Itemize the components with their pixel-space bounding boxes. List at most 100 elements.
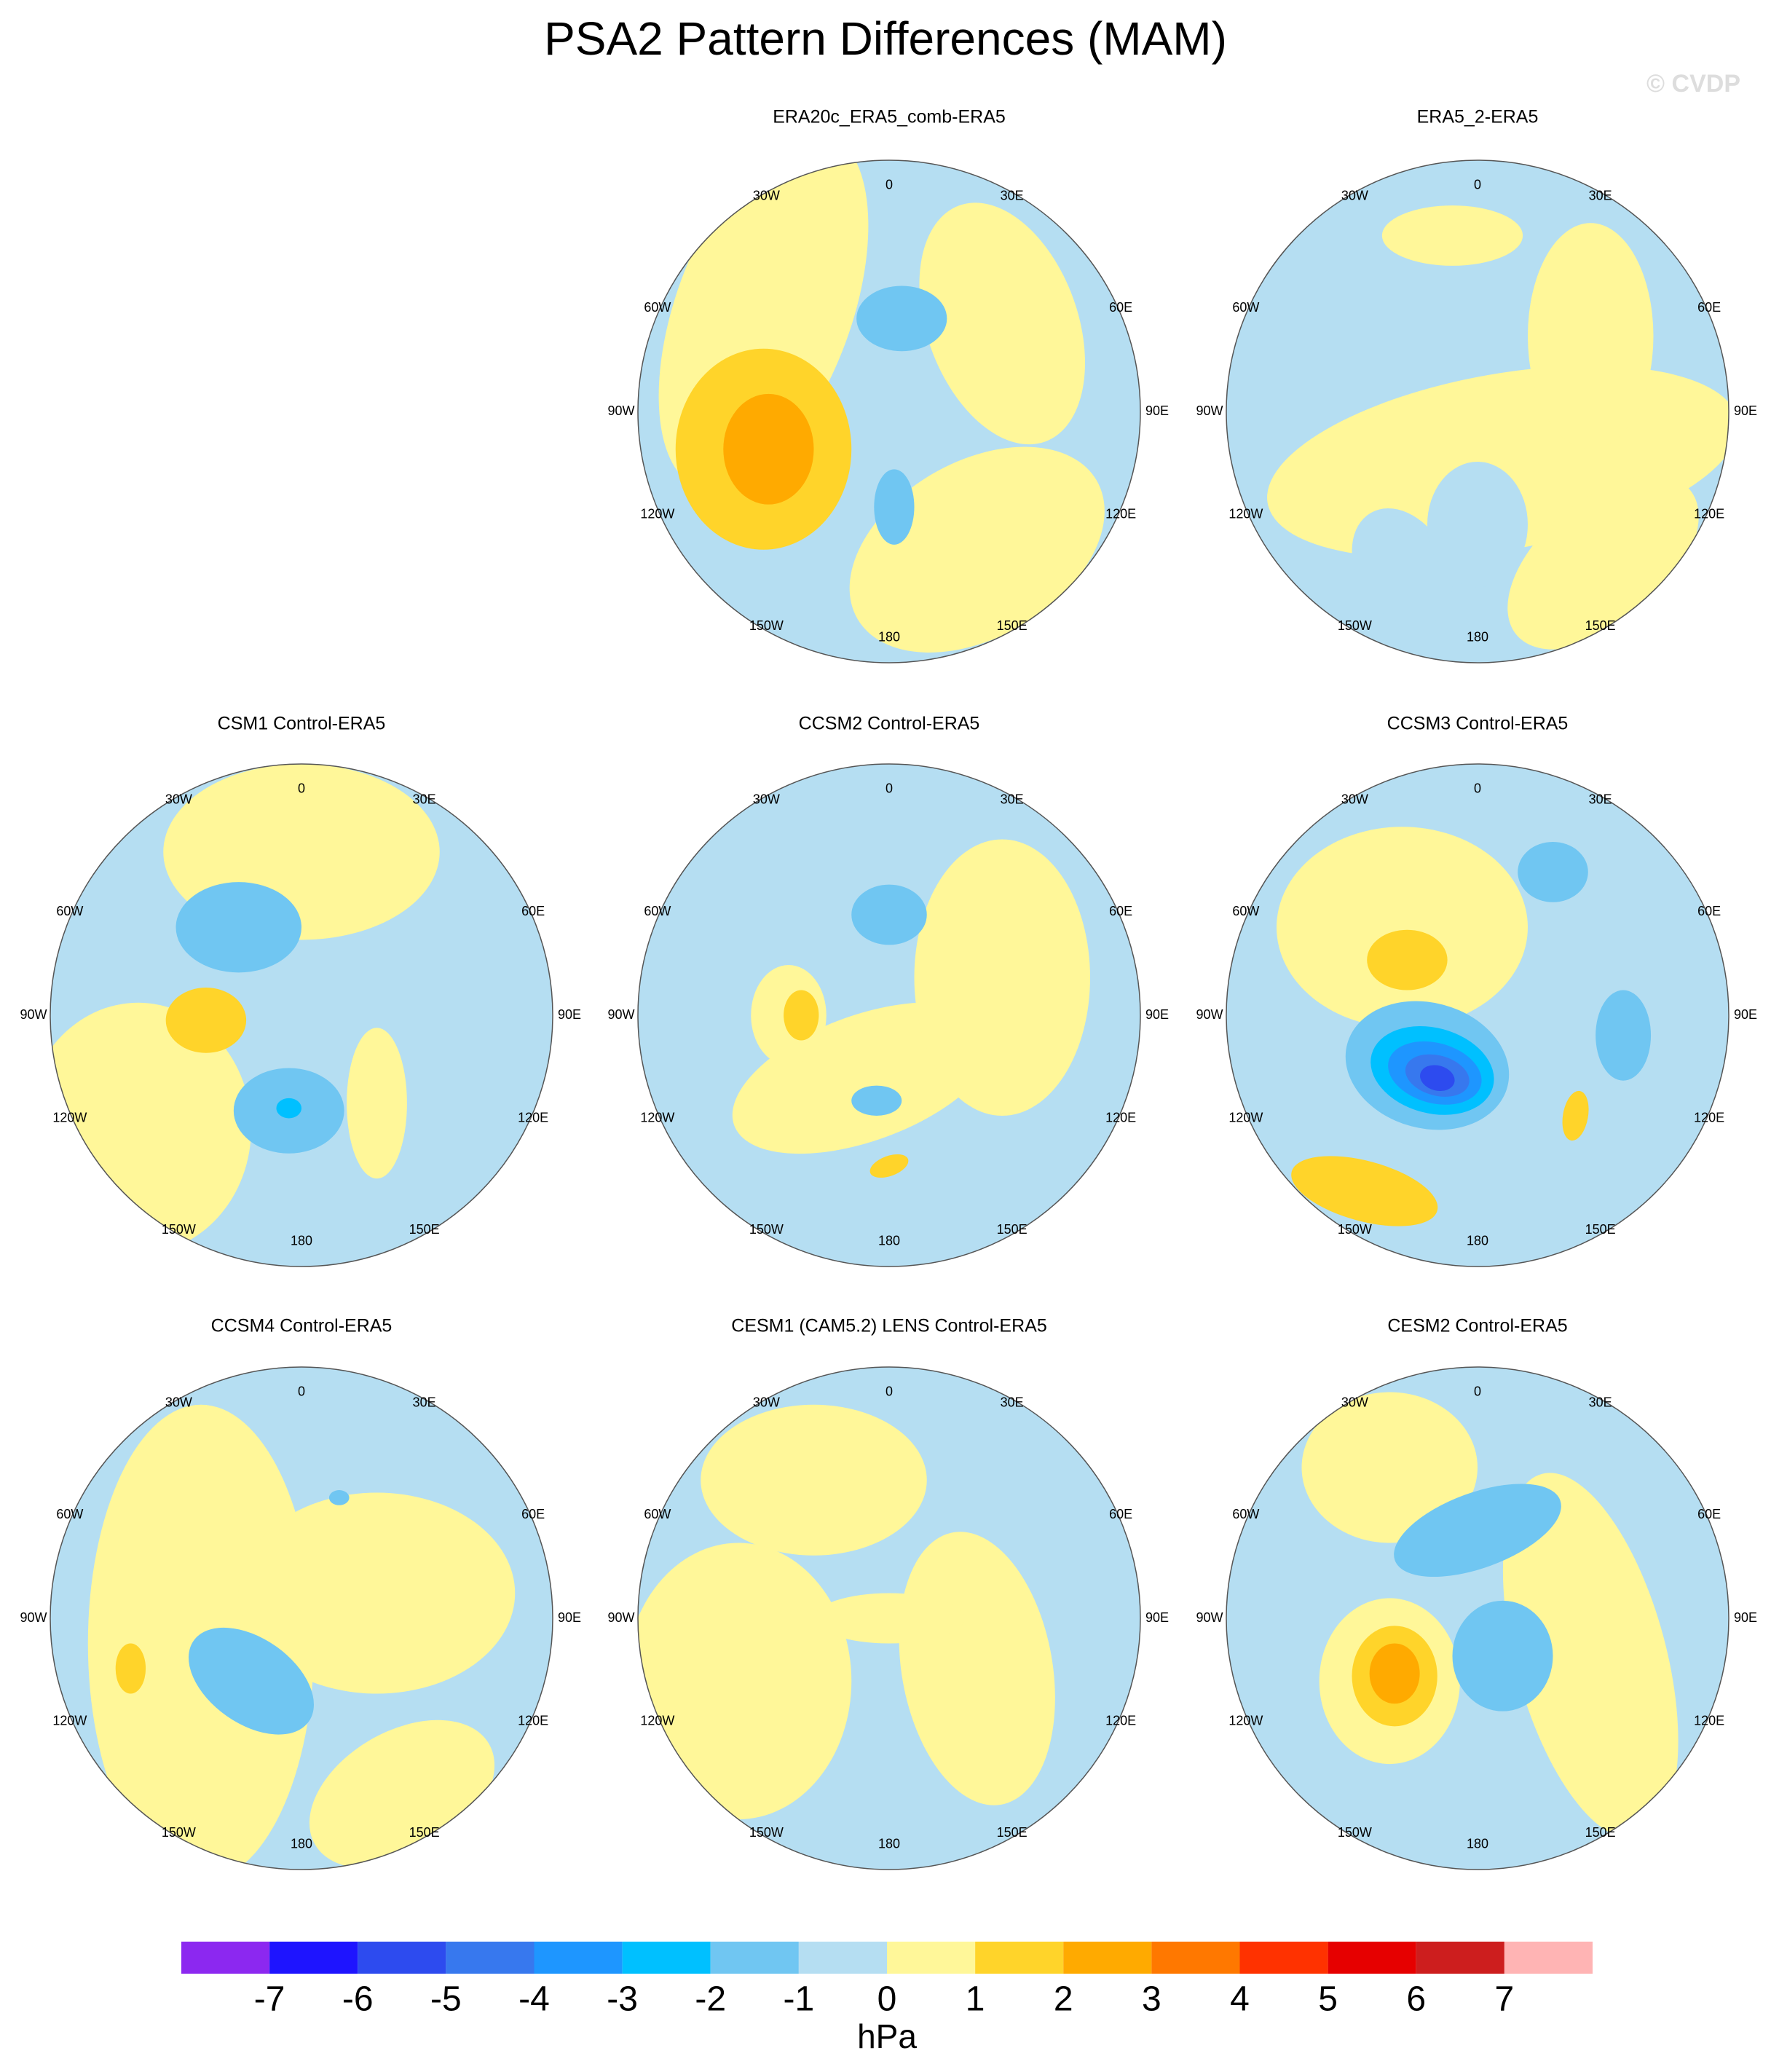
longitude-label: 120W (1228, 1111, 1263, 1125)
contour-region (347, 1028, 407, 1179)
colorbar-box (1416, 1942, 1504, 1974)
panel-title: CSM1 Control-ERA5 (218, 714, 386, 734)
map-shading (50, 1367, 553, 1870)
longitude-label: 60W (644, 300, 671, 315)
longitude-label: 0 (1474, 1384, 1481, 1398)
panel-title: CCSM3 Control-ERA5 (1387, 714, 1569, 734)
contour-region (1367, 929, 1448, 990)
colorbar-box (887, 1942, 976, 1974)
contour-region (276, 1098, 301, 1119)
longitude-label: 60W (56, 1507, 83, 1521)
longitude-label: 60E (1697, 904, 1721, 918)
longitude-label: 90W (1196, 1610, 1223, 1625)
longitude-label: 120E (1694, 1714, 1724, 1728)
colorbar-box (975, 1942, 1064, 1974)
contour-region (856, 285, 947, 352)
longitude-label: 30W (1341, 792, 1368, 807)
contour-region (919, 202, 1086, 445)
colorbar-label: -5 (430, 1980, 462, 2019)
figure-title: PSA2 Pattern Differences (MAM) (544, 12, 1227, 65)
contour-region (638, 1543, 852, 1819)
colorbar-label: 7 (1495, 1980, 1515, 2019)
colorbar-box (798, 1942, 887, 1974)
map-panel: 0 30E 60E 90E 120E 150E 180 150W 120W 90W 60W 30W (20, 763, 581, 1267)
colorbar-label: -7 (254, 1980, 285, 2019)
longitude-label: 60E (1697, 1507, 1721, 1521)
map-panel: 0 30E 60E 90E 120E 150E 180 150W 120W 90W 60W 30W (1196, 159, 1757, 663)
contour-region (1507, 475, 1699, 650)
longitude-label: 90E (1145, 1007, 1169, 1022)
contour-region (701, 1404, 927, 1556)
longitude-label: 0 (298, 781, 305, 795)
map-panel: 0 30E 60E 90E 120E 150E 180 150W 120W 90W 60W 30W (1196, 763, 1757, 1267)
longitude-label: 90E (558, 1610, 581, 1625)
longitude-label: 120E (1694, 507, 1724, 521)
longitude-label: 30E (413, 792, 436, 807)
longitude-label: 120E (518, 1111, 548, 1125)
panel-title: ERA20c_ERA5_comb-ERA5 (773, 107, 1006, 127)
longitude-label: 30E (413, 1395, 436, 1410)
longitude-label: 120W (52, 1111, 87, 1125)
longitude-label: 120W (640, 507, 674, 521)
contour-region (115, 1643, 146, 1694)
longitude-label: 0 (886, 781, 893, 795)
map-border (50, 1366, 553, 1870)
longitude-label: 120W (640, 1111, 674, 1125)
map-border (1226, 1366, 1729, 1870)
longitude-label: 60W (644, 904, 671, 918)
longitude-label: 60W (56, 904, 83, 918)
longitude-label: 120W (1228, 1714, 1263, 1728)
panel-title: ERA5_2-ERA5 (1417, 107, 1539, 127)
colorbar-box (269, 1942, 358, 1974)
longitude-label: 90W (1196, 1007, 1223, 1022)
colorbar-label: 2 (1054, 1980, 1073, 2019)
colorbar-unit: hPa (857, 2017, 917, 2055)
longitude-label: 30E (1001, 1395, 1024, 1410)
contour-region (1394, 1484, 1561, 1577)
map-shading (638, 764, 1140, 1267)
contour-region (869, 1154, 909, 1178)
longitude-label: 90W (20, 1007, 47, 1022)
longitude-label: 150E (1585, 618, 1616, 633)
longitude-label: 150W (749, 1222, 784, 1237)
panel-title: CESM1 (CAM5.2) LENS Control-ERA5 (731, 1316, 1046, 1336)
contour-region (1502, 1473, 1679, 1840)
contour-region (784, 990, 819, 1041)
map-border (637, 763, 1141, 1267)
contour-region (874, 469, 915, 545)
map-shading (1226, 1367, 1729, 1870)
longitude-label: 90W (1196, 403, 1223, 418)
colorbar-box (1063, 1942, 1152, 1974)
longitude-label: 90W (607, 1007, 634, 1022)
map-shading (1226, 160, 1729, 663)
contour-region (1427, 462, 1528, 588)
contour-region (238, 1492, 516, 1694)
longitude-label: 60W (1232, 904, 1259, 918)
colorbar-box (1328, 1942, 1416, 1974)
longitude-label: 60E (1109, 300, 1132, 315)
longitude-label: 60E (521, 904, 545, 918)
longitude-label: 150E (997, 1825, 1028, 1840)
longitude-label: 120W (640, 1714, 674, 1728)
colorbar-box (446, 1942, 535, 1974)
colorbar-box (1239, 1942, 1328, 1974)
panel-title: CESM2 Control-ERA5 (1387, 1316, 1567, 1336)
longitude-label: 0 (1474, 177, 1481, 192)
contour-region (1452, 1600, 1553, 1711)
longitude-label: 120W (1228, 507, 1263, 521)
longitude-label: 60W (1232, 300, 1259, 315)
longitude-label: 30W (753, 189, 780, 203)
map-border (50, 763, 553, 1267)
map-border (1226, 763, 1729, 1267)
longitude-label: 90E (1734, 403, 1757, 418)
contour-region (813, 1593, 965, 1644)
longitude-label: 90E (1145, 403, 1169, 418)
colorbar-label: 3 (1142, 1980, 1161, 2019)
colorbar-box (358, 1942, 446, 1974)
contour-region (1562, 1090, 1589, 1141)
longitude-label: 150W (1338, 1222, 1372, 1237)
colorbar-label: 1 (966, 1980, 985, 2019)
longitude-label: 150W (1338, 1825, 1372, 1840)
longitude-label: 150E (409, 1825, 440, 1840)
longitude-label: 30W (165, 1395, 192, 1410)
